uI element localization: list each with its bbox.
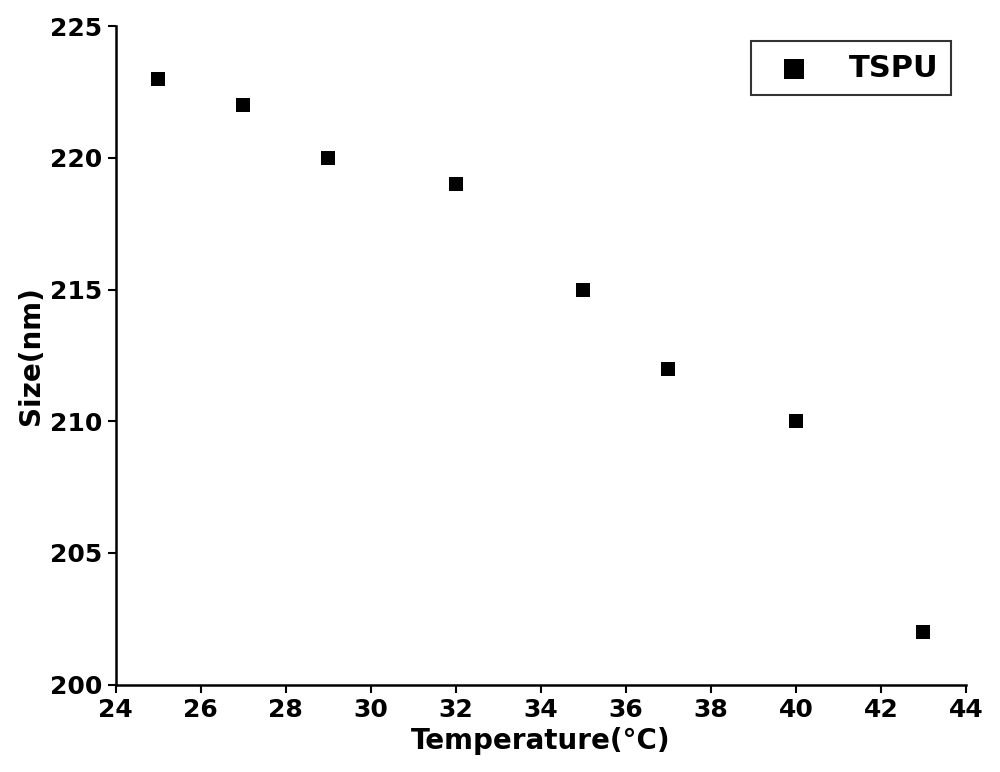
- TSPU: [788, 415, 804, 428]
- Legend: TSPU: TSPU: [751, 42, 951, 95]
- TSPU: [575, 283, 591, 296]
- TSPU: [320, 151, 336, 164]
- TSPU: [448, 178, 464, 191]
- TSPU: [150, 73, 166, 85]
- TSPU: [235, 99, 251, 111]
- TSPU: [915, 626, 931, 638]
- X-axis label: Temperature(°C): Temperature(°C): [411, 727, 671, 755]
- TSPU: [660, 362, 676, 374]
- Y-axis label: Size(nm): Size(nm): [17, 286, 45, 425]
